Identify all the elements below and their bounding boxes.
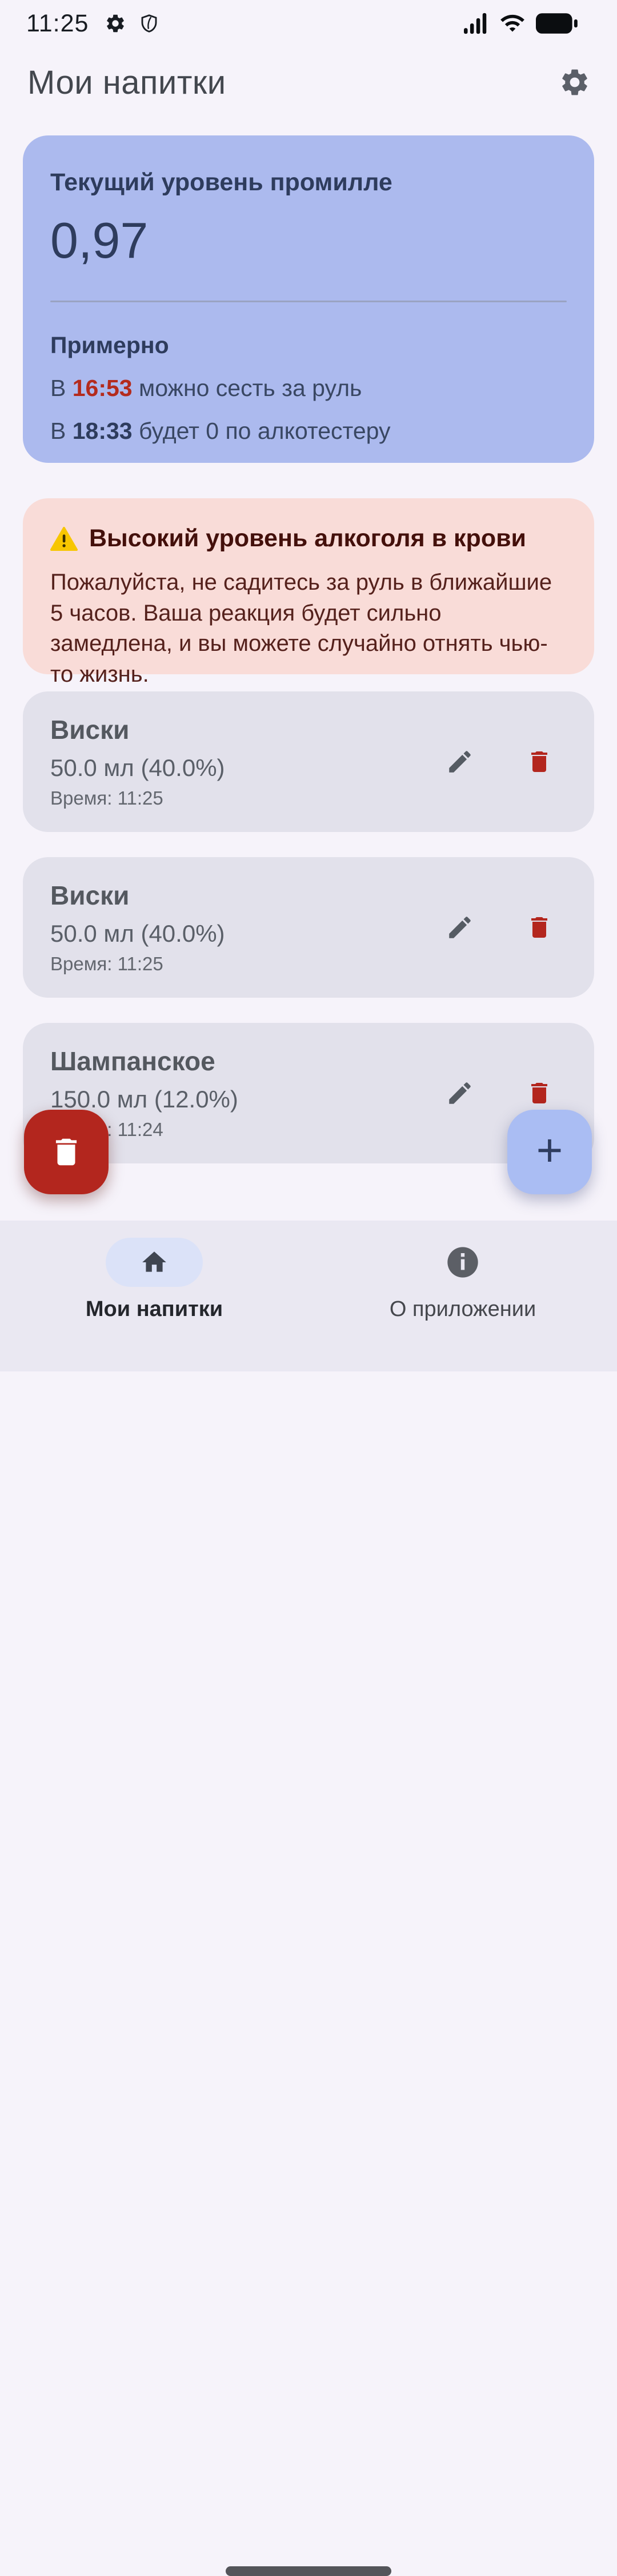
drink-actions: [446, 913, 567, 942]
zero-line-prefix: В: [50, 418, 73, 444]
high-alcohol-warning-card: Высокий уровень алкоголя в крови Пожалуй…: [23, 498, 594, 687]
home-icon: [140, 1248, 169, 1277]
trash-icon: [526, 1079, 553, 1107]
drink-amount: 150.0 мл (12.0%): [50, 1086, 238, 1113]
gesture-handle[interactable]: [226, 2566, 391, 2576]
page-title: Мои напитки: [27, 63, 226, 101]
pencil-icon: [446, 1079, 474, 1107]
nav-active-pill: [106, 1238, 203, 1287]
drink-info: Виски 50.0 мл (40.0%) Время: 11:25: [50, 714, 225, 809]
status-time: 11:25: [26, 9, 89, 37]
approx-label: Примерно: [50, 332, 169, 358]
nav-label-my-drinks: Мои напитки: [85, 1297, 223, 1321]
bac-value: 0,97: [50, 212, 149, 269]
drink-card: Виски 50.0 мл (40.0%) Время: 11:25: [23, 691, 594, 832]
edit-drink-button[interactable]: [446, 747, 474, 776]
bac-card-title: Текущий уровень промилле: [50, 169, 392, 196]
nav-label-about: О приложении: [389, 1297, 536, 1321]
drive-time-line: В 16:53 можно сесть за руль: [50, 375, 567, 402]
drive-time-value: 16:53: [72, 375, 133, 401]
add-drink-fab[interactable]: +: [507, 1110, 592, 1194]
drink-amount: 50.0 мл (40.0%): [50, 754, 225, 781]
trash-icon: [49, 1134, 84, 1170]
warning-title-row: Высокий уровень алкоголя в крови: [50, 525, 567, 553]
zero-time-value: 18:33: [72, 418, 133, 444]
drink-info: Шампанское 150.0 мл (12.0%) Время: 11:24: [50, 1046, 238, 1141]
drink-time: Время: 11:25: [50, 787, 163, 809]
divider: [50, 301, 567, 302]
delete-drink-button[interactable]: [526, 914, 553, 941]
warning-body: Пожалуйста, не садитесь за руль в ближай…: [50, 570, 552, 687]
drink-card: Шампанское 150.0 мл (12.0%) Время: 11:24: [23, 1023, 594, 1163]
drink-time: Время: 11:25: [50, 953, 163, 974]
trash-icon: [526, 748, 553, 775]
drive-line-suffix: можно сесть за руль: [132, 375, 362, 401]
pencil-icon: [446, 913, 474, 942]
shield-icon: [139, 13, 159, 34]
trash-icon: [526, 914, 553, 941]
drink-actions: [446, 747, 567, 776]
settings-button[interactable]: [559, 66, 591, 98]
app-header: Мои напитки: [27, 56, 591, 109]
zero-time-line: В 18:33 будет 0 по алкотестеру: [50, 418, 567, 445]
delete-drink-button[interactable]: [526, 748, 553, 775]
drink-amount: 50.0 мл (40.0%): [50, 920, 225, 947]
bac-level-card: Текущий уровень промилле 0,97 Примерно В…: [23, 135, 594, 463]
battery-icon: [536, 13, 578, 34]
bottom-nav: Мои напитки О приложении: [0, 1221, 617, 2576]
drink-card: Виски 50.0 мл (40.0%) Время: 11:25: [23, 857, 594, 998]
delete-drink-button[interactable]: [526, 1079, 553, 1107]
delete-all-fab[interactable]: [24, 1110, 109, 1194]
edit-drink-button[interactable]: [446, 1079, 474, 1107]
nav-item-about[interactable]: О приложении: [308, 1221, 617, 1371]
drink-name: Виски: [50, 881, 130, 910]
edit-drink-button[interactable]: [446, 913, 474, 942]
plus-icon: +: [536, 1125, 563, 1175]
warning-title: Высокий уровень алкоголя в крови: [89, 525, 526, 552]
status-bar: 11:25: [0, 0, 617, 41]
gear-icon: [559, 66, 591, 98]
info-icon: [444, 1244, 481, 1281]
pencil-icon: [446, 747, 474, 776]
warning-triangle-icon: [50, 526, 78, 551]
zero-line-suffix: будет 0 по алкотестеру: [132, 418, 391, 444]
drink-info: Виски 50.0 мл (40.0%) Время: 11:25: [50, 880, 225, 975]
drive-line-prefix: В: [50, 375, 73, 401]
wifi-icon: [499, 13, 526, 34]
signal-icon: [462, 12, 489, 35]
drink-actions: [446, 1079, 567, 1107]
drink-name: Виски: [50, 715, 130, 745]
nav-pill: [414, 1238, 511, 1287]
notification-gear-icon: [105, 13, 126, 34]
nav-item-my-drinks[interactable]: Мои напитки: [0, 1221, 308, 1371]
drink-name: Шампанское: [50, 1046, 215, 1076]
